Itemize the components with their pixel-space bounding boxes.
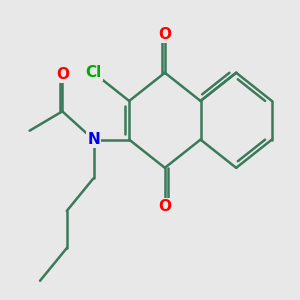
Text: O: O [158, 27, 171, 42]
Text: Cl: Cl [85, 65, 102, 80]
Text: N: N [87, 132, 100, 147]
Text: O: O [56, 67, 69, 82]
Text: O: O [158, 199, 171, 214]
